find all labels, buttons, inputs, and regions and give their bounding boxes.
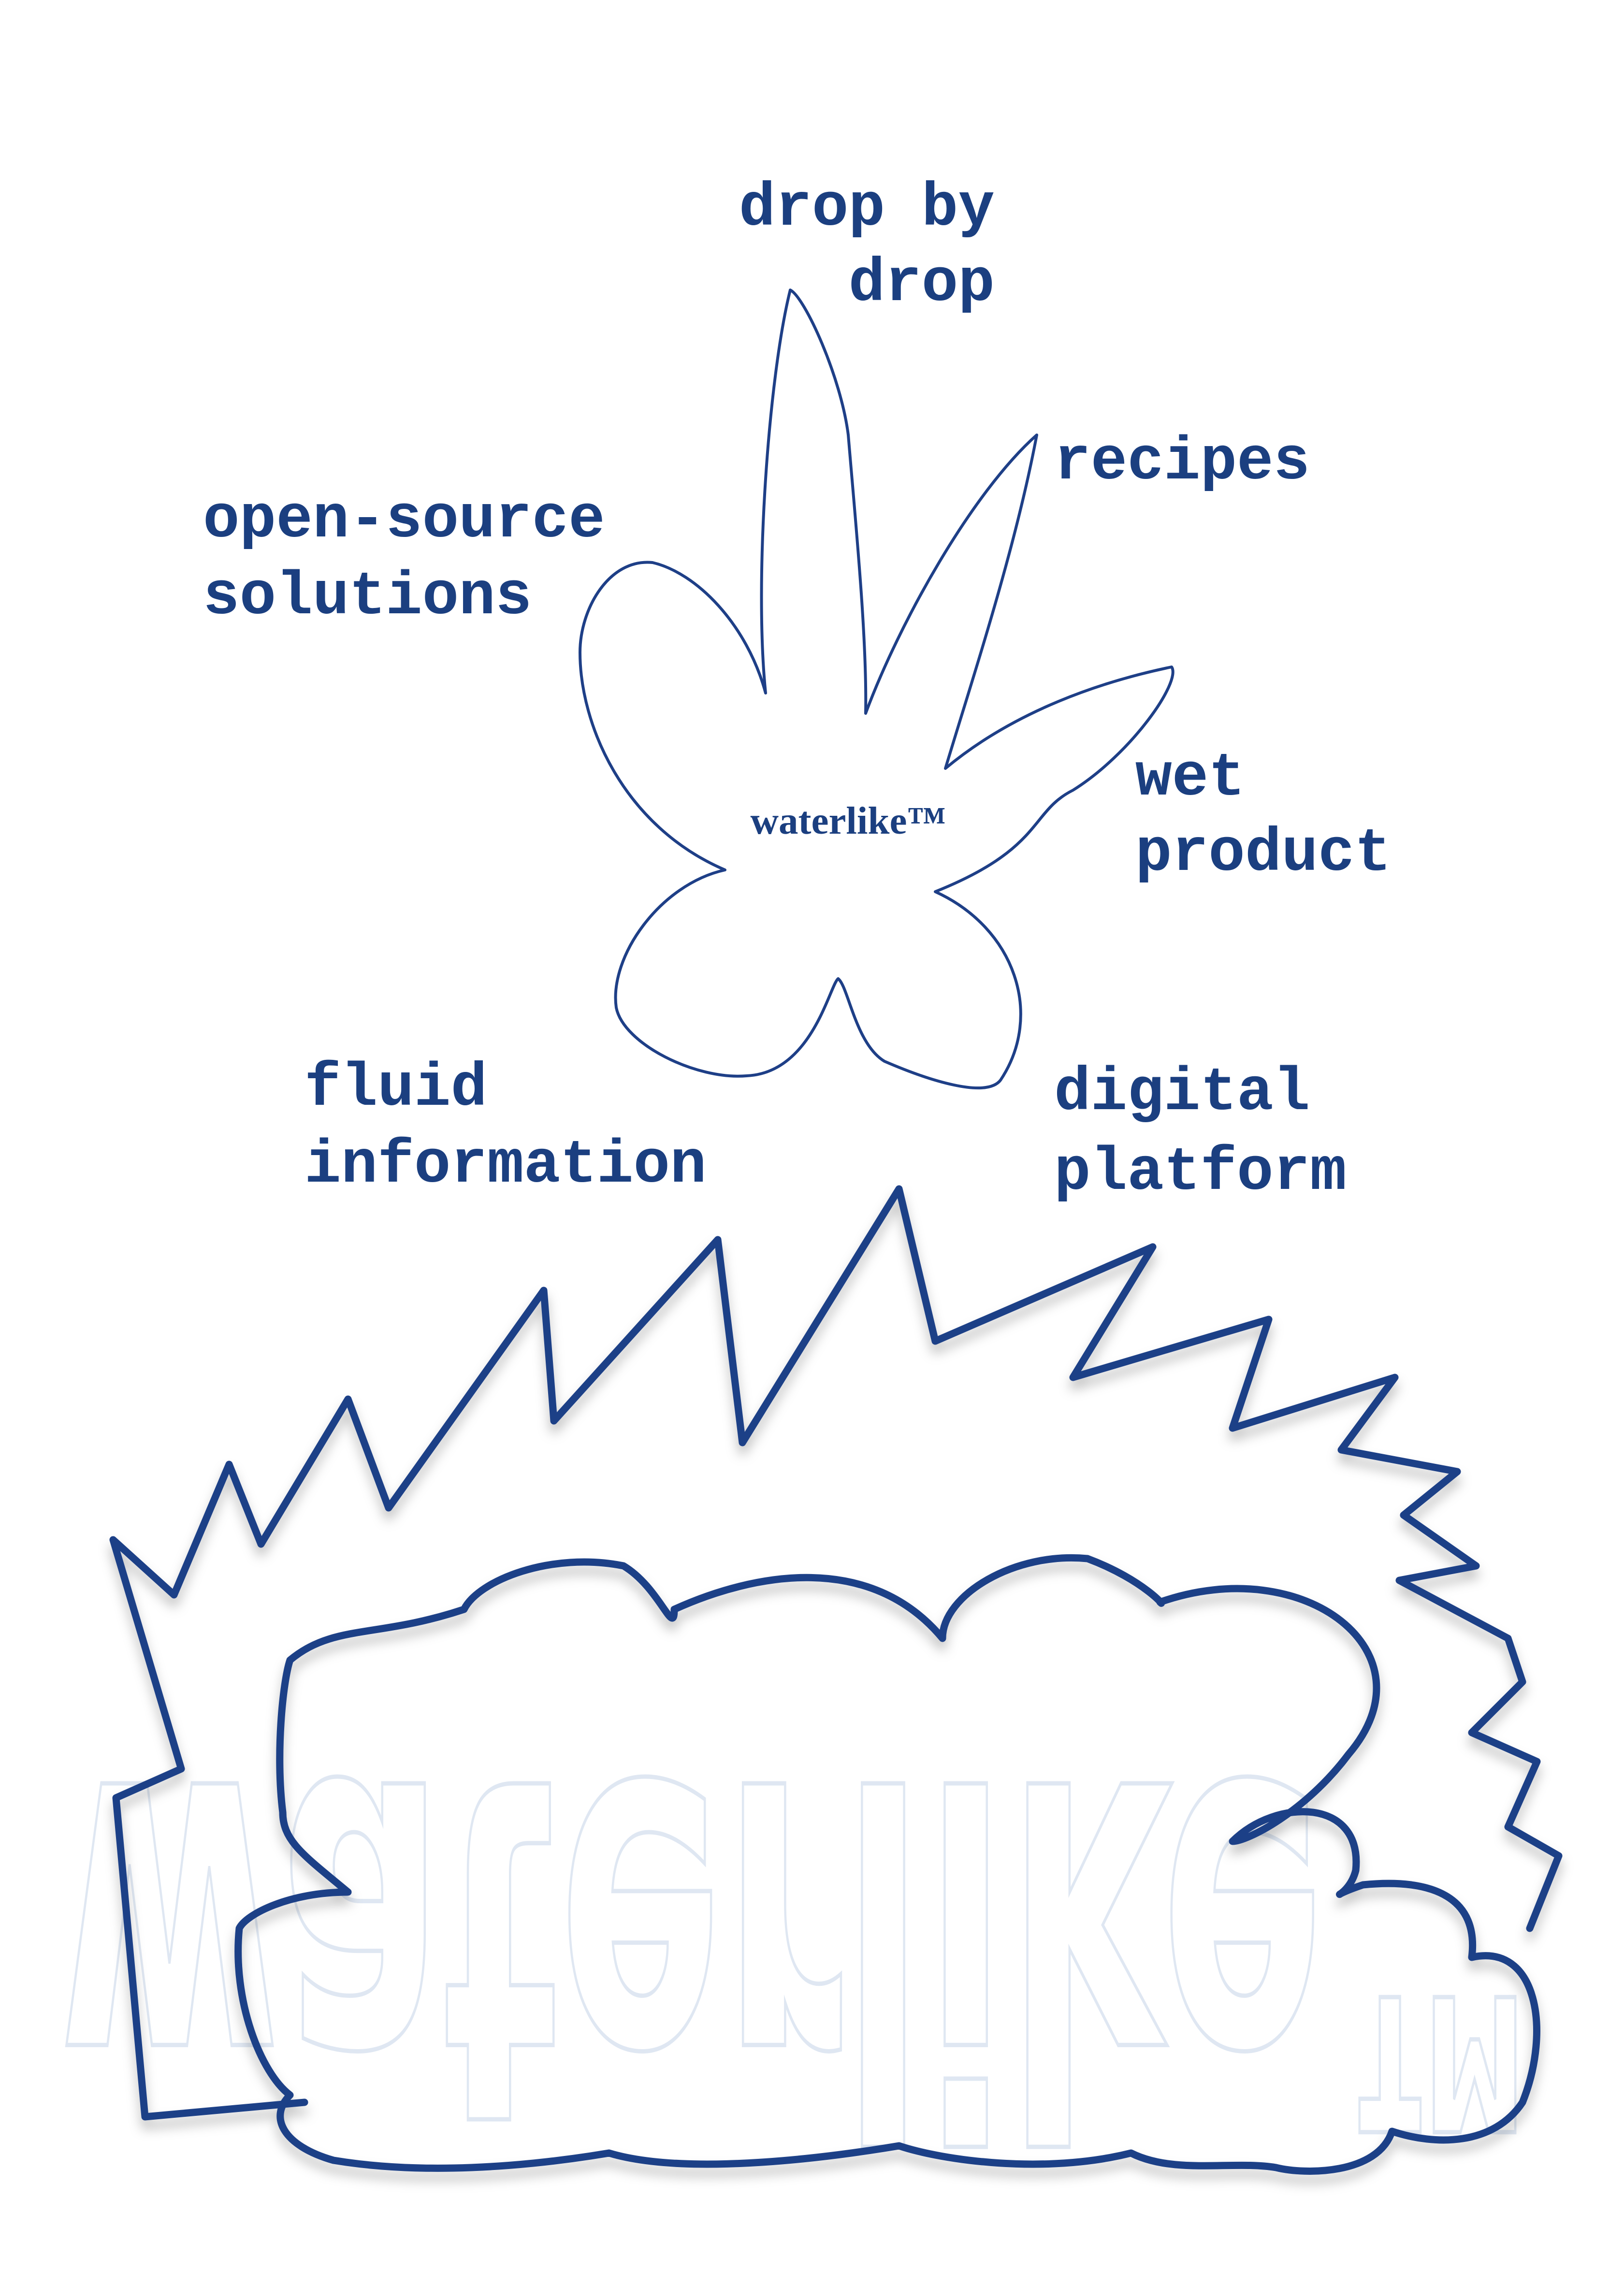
label-line: drop (849, 249, 995, 318)
bush-cloud (234, 1554, 1540, 2175)
label-line: drop by (739, 174, 995, 243)
label-line: recipes (1054, 428, 1310, 497)
label-line: wet (1135, 744, 1245, 813)
bush-spikes (109, 1185, 1563, 2121)
watermark-group: waterlike™ (56, 1668, 1568, 2229)
label-line: product (1135, 819, 1391, 888)
label-line: information (304, 1131, 707, 1200)
label-line: platform (1054, 1138, 1347, 1207)
label-line: fluid (304, 1054, 487, 1123)
center-label: waterlike™ (751, 799, 946, 842)
flower (579, 289, 1174, 1090)
bush (109, 1185, 1563, 2175)
label-line: solutions (203, 563, 532, 632)
label-line: digital (1054, 1058, 1310, 1128)
watermark: waterlike™ (58, 1670, 1566, 2227)
label-line: open-source (203, 486, 605, 555)
